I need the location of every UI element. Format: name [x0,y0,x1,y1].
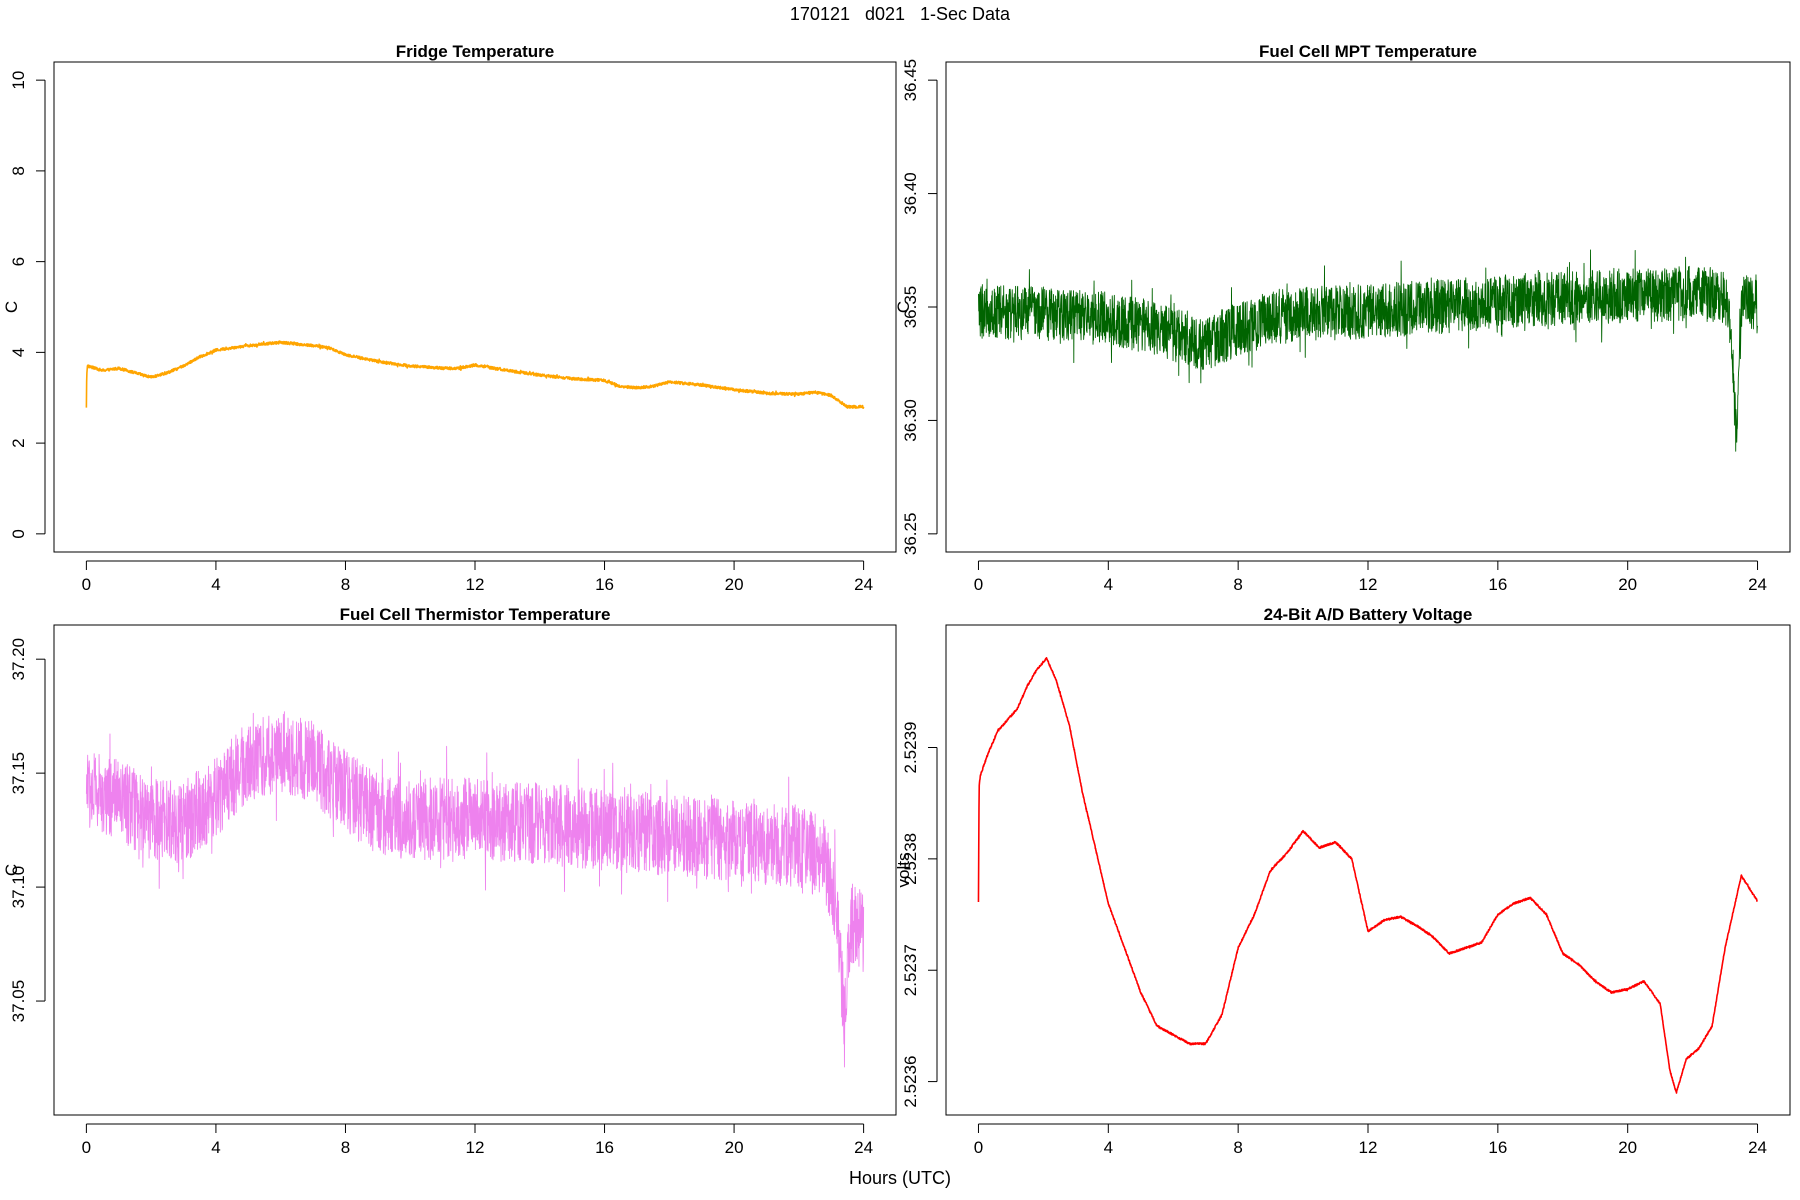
fuel-cell-mpt-temperature-panel: Fuel Cell MPT Temperature 0 4 8 12 16 20 24 36.2… [894,42,1791,594]
fuel-cell-thermistor-temperature-y-tick-label: 37.10 [9,866,28,909]
fuel-cell-mpt-temperature-plot-frame [945,61,1791,553]
fuel-cell-thermistor-temperature-y-tick-label: 37.05 [9,980,28,1023]
fuel-cell-mpt-temperature-x-tick-label: 24 [1748,575,1767,594]
fridge-temperature-x-tick-label: 12 [466,575,485,594]
fuel-cell-thermistor-temperature-x-tick-label: 20 [725,1138,744,1157]
x-axis-label: Hours (UTC) [849,1168,951,1188]
fuel-cell-mpt-temperature-y-tick-label: 36.30 [901,399,920,442]
battery-voltage-x-tick-label: 12 [1359,1138,1378,1157]
battery-voltage-x-tick-label: 16 [1488,1138,1507,1157]
battery-voltage-panel: 24-Bit A/D Battery Voltage 0 4 8 12 16 20 24 2.5… [894,605,1791,1157]
fuel-cell-thermistor-temperature-plot-frame [53,624,897,1116]
fuel-cell-thermistor-temperature-y-axis-label: C [2,864,21,876]
battery-voltage-y-tick-label: 2.5236 [901,1056,920,1108]
battery-voltage-y-tick-label: 2.5238 [901,833,920,885]
fuel-cell-mpt-temperature-x-tick-label: 8 [1233,575,1242,594]
fuel-cell-mpt-temperature-series-line [978,249,1758,452]
fuel-cell-mpt-temperature-y-tick-label: 36.35 [901,286,920,329]
battery-voltage-y-tick-label: 2.5239 [901,722,920,774]
fuel-cell-mpt-temperature-title: Fuel Cell MPT Temperature [1259,42,1477,61]
battery-voltage-y-tick-label: 2.5237 [901,944,920,996]
fuel-cell-mpt-temperature-x-tick-label: 4 [1104,575,1113,594]
battery-voltage-x-tick-label: 20 [1618,1138,1637,1157]
fridge-temperature-x-tick-label: 8 [341,575,350,594]
battery-voltage-title: 24-Bit A/D Battery Voltage [1264,605,1473,624]
battery-voltage-x-tick-label: 24 [1748,1138,1767,1157]
battery-voltage-series-line [977,656,1759,1094]
fuel-cell-mpt-temperature-y-tick-label: 36.45 [901,59,920,102]
fuel-cell-thermistor-temperature-y-tick-label: 37.20 [9,638,28,681]
fuel-cell-mpt-temperature-x-tick-label: 12 [1359,575,1378,594]
fridge-temperature-plot-frame [53,61,897,553]
battery-voltage-x-tick-label: 0 [974,1138,983,1157]
fuel-cell-mpt-temperature-x-tick-label: 0 [974,575,983,594]
fuel-cell-thermistor-temperature-x-tick-label: 4 [211,1138,220,1157]
fridge-temperature-x-tick-label: 16 [595,575,614,594]
fridge-temperature-title: Fridge Temperature [396,42,554,61]
fuel-cell-thermistor-temperature-x-tick-label: 0 [82,1138,91,1157]
fuel-cell-thermistor-temperature-panel: Fuel Cell Thermistor Temperature 0 4 8 12 16 2… [2,605,897,1157]
battery-voltage-x-tick-label: 4 [1104,1138,1113,1157]
fuel-cell-mpt-temperature-y-tick-label: 36.25 [901,513,920,556]
fuel-cell-thermistor-temperature-x-tick-label: 12 [466,1138,485,1157]
fridge-temperature-x-tick-label: 4 [211,575,220,594]
fridge-temperature-x-tick-label: 20 [725,575,744,594]
fuel-cell-thermistor-temperature-y-tick-label: 37.15 [9,752,28,795]
fridge-temperature-y-tick-label: 4 [9,348,28,357]
fridge-temperature-y-axis-label: C [2,301,21,313]
fridge-temperature-x-tick-label: 24 [854,575,873,594]
fuel-cell-mpt-temperature-x-tick-label: 20 [1618,575,1637,594]
fridge-temperature-y-tick-label: 0 [9,529,28,538]
fuel-cell-thermistor-temperature-series-line [85,711,865,1068]
fridge-temperature-y-tick-label: 6 [9,257,28,266]
fridge-temperature-y-tick-label: 8 [9,166,28,175]
fridge-temperature-y-tick-label: 2 [9,438,28,447]
fuel-cell-thermistor-temperature-x-tick-label: 24 [854,1138,873,1157]
battery-voltage-plot-frame [945,624,1791,1116]
fuel-cell-thermistor-temperature-x-tick-label: 16 [595,1138,614,1157]
fridge-temperature-series-line [85,340,865,409]
fuel-cell-thermistor-temperature-x-tick-label: 8 [341,1138,350,1157]
fuel-cell-mpt-temperature-x-tick-label: 16 [1488,575,1507,594]
battery-voltage-y-axis-label: volts [894,853,913,888]
figure-title: 170121 d021 1-Sec Data [789,4,1011,24]
fridge-temperature-y-tick-label: 10 [9,71,28,90]
battery-voltage-x-tick-label: 8 [1233,1138,1242,1157]
fridge-temperature-x-tick-label: 0 [82,575,91,594]
fuel-cell-mpt-temperature-y-axis-label: C [894,301,913,313]
fuel-cell-mpt-temperature-y-tick-label: 36.40 [901,172,920,215]
fuel-cell-thermistor-temperature-title: Fuel Cell Thermistor Temperature [340,605,611,624]
